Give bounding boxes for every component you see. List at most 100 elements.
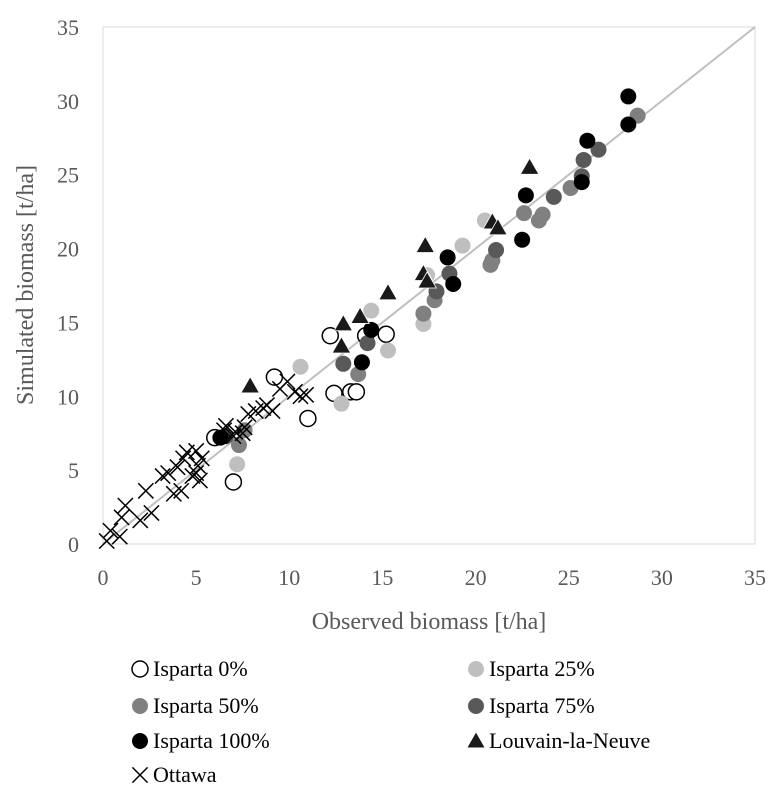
x-tick-label: 35 <box>744 565 766 590</box>
legend-item: Isparta 50% <box>132 693 259 718</box>
legend-item: Louvain-la-Neuve <box>466 728 650 753</box>
y-axis-title: Simulated biomass [t/ha] <box>13 165 39 405</box>
data-point <box>230 437 247 454</box>
data-point <box>620 88 637 105</box>
data-point <box>321 326 340 345</box>
legend-marker <box>468 661 484 677</box>
data-point <box>359 335 376 352</box>
data-point <box>488 217 508 236</box>
data-point <box>225 428 242 445</box>
data-point <box>378 282 398 301</box>
data-point <box>137 482 154 499</box>
data-point <box>224 473 243 491</box>
data-point <box>335 355 352 372</box>
data-point <box>439 249 456 266</box>
y-tick-label: 5 <box>68 458 79 483</box>
plot-border <box>102 26 756 545</box>
data-point <box>517 187 534 204</box>
data-point <box>579 132 596 149</box>
data-point <box>227 423 244 440</box>
data-point <box>363 321 380 338</box>
legend-item: Isparta 75% <box>468 693 595 718</box>
legend-marker <box>132 733 148 749</box>
legend: Isparta 0% Isparta 25% Isparta 50% Isparta … <box>131 656 650 787</box>
data-point <box>113 509 130 526</box>
data-point <box>350 306 370 324</box>
legend-item: Isparta 0% <box>131 656 248 681</box>
data-point <box>445 276 462 293</box>
legend-label: Isparta 0% <box>153 656 248 681</box>
legend-item: Isparta 25% <box>468 656 595 681</box>
y-tick-label: 20 <box>57 237 79 262</box>
data-point <box>514 231 531 248</box>
data-point <box>234 425 251 442</box>
data-point <box>620 116 637 133</box>
series-isparta-100 <box>212 88 637 446</box>
legend-item: Isparta 100% <box>132 728 270 753</box>
x-tick-label: 15 <box>371 565 393 590</box>
data-point <box>573 174 590 191</box>
plot-area <box>102 26 756 545</box>
data-point <box>488 242 505 259</box>
data-point <box>279 373 296 390</box>
data-point <box>169 459 186 476</box>
legend-marker <box>466 730 486 749</box>
data-point <box>229 456 246 473</box>
data-point <box>454 237 471 254</box>
data-point <box>264 402 281 420</box>
data-point <box>363 302 380 319</box>
data-point <box>516 205 533 222</box>
data-point <box>415 235 436 253</box>
series-isparta-75 <box>217 141 607 445</box>
legend-label: Louvain-la-Neuve <box>489 728 650 753</box>
data-point <box>217 417 235 434</box>
data-point <box>188 442 205 460</box>
data-point <box>117 497 134 514</box>
data-point <box>240 375 261 394</box>
data-point <box>380 342 397 359</box>
data-point <box>292 358 309 375</box>
data-point <box>353 354 370 371</box>
series-ottawa <box>98 373 315 550</box>
data-point <box>347 383 366 401</box>
y-tick-label: 0 <box>68 532 79 557</box>
x-tick-label: 30 <box>651 565 673 590</box>
data-point <box>154 467 171 485</box>
data-point <box>297 386 315 403</box>
data-point <box>534 206 551 223</box>
series-isparta-0 <box>206 325 395 491</box>
data-point <box>160 464 177 482</box>
data-point <box>98 532 115 550</box>
tick-labels: 0 5 10 15 20 25 30 35 0 5 10 15 20 25 30 35 <box>57 15 766 590</box>
x-tick-label: 20 <box>465 565 487 590</box>
x-tick-label: 0 <box>98 565 109 590</box>
y-tick-label: 15 <box>57 310 79 335</box>
data-points <box>98 88 646 550</box>
data-point <box>415 305 432 322</box>
legend-label: Isparta 25% <box>489 656 595 681</box>
data-point <box>333 313 354 332</box>
legend-item: Ottawa <box>131 762 217 787</box>
x-tick-label: 25 <box>558 565 580 590</box>
y-tick-label: 10 <box>57 384 79 409</box>
data-point <box>111 528 128 545</box>
data-point <box>132 512 149 529</box>
data-point <box>575 151 592 168</box>
data-point <box>331 336 352 354</box>
legend-label: Ottawa <box>153 762 217 787</box>
y-tick-label: 30 <box>57 89 79 114</box>
data-point <box>299 409 317 428</box>
data-point <box>212 429 229 446</box>
data-point <box>102 522 119 539</box>
legend-label: Isparta 50% <box>153 693 259 718</box>
data-point <box>377 325 395 343</box>
data-point <box>191 472 208 489</box>
legend-marker <box>131 660 149 678</box>
x-tick-label: 10 <box>278 565 300 590</box>
legend-marker <box>131 766 149 784</box>
y-tick-label: 25 <box>57 163 79 188</box>
legend-label: Isparta 100% <box>153 728 270 753</box>
data-point <box>173 482 190 499</box>
data-point <box>292 388 309 405</box>
